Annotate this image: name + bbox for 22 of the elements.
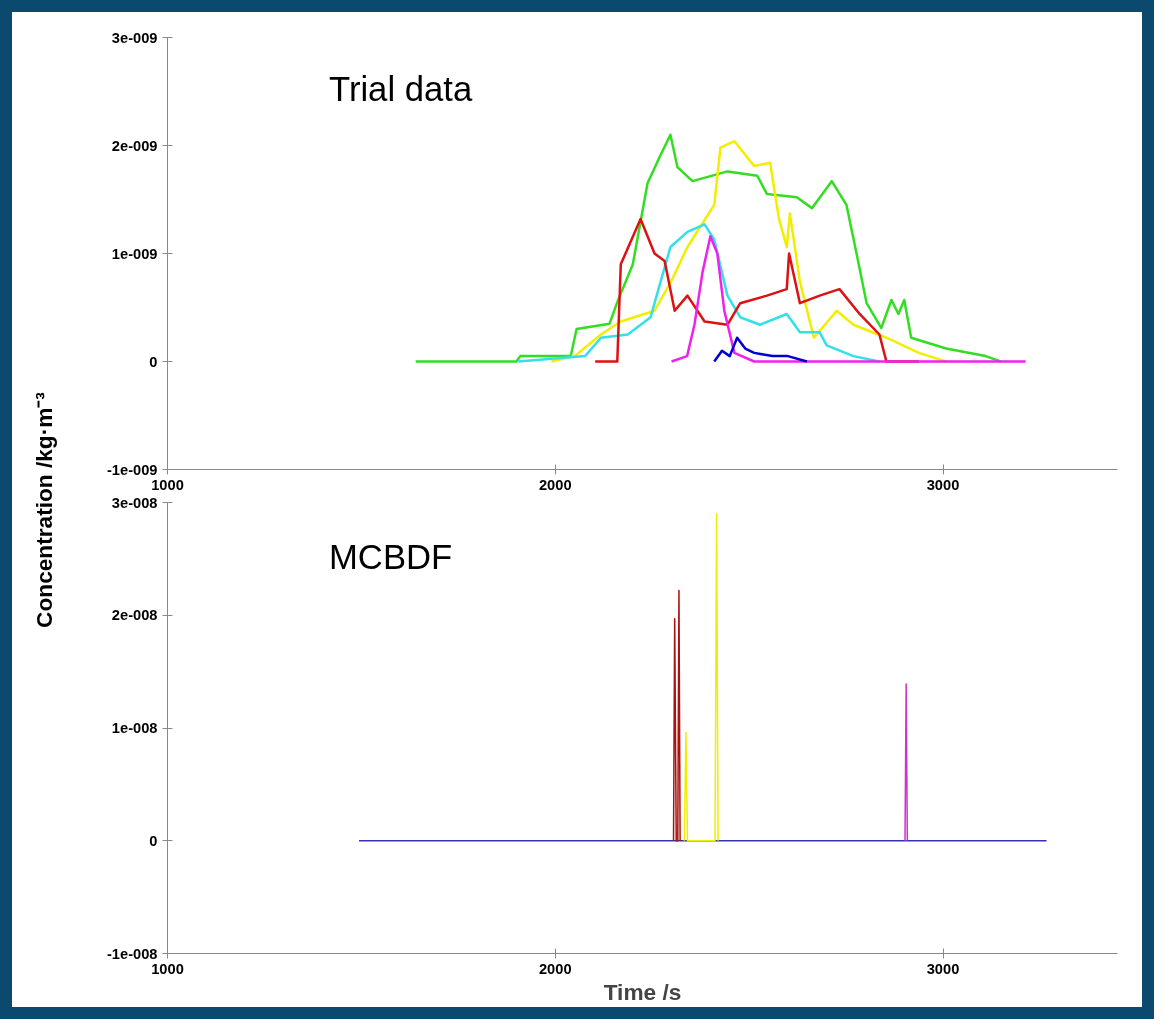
y-tick-label: 1e-009 <box>111 245 158 262</box>
x-tick-label: 3000 <box>926 960 960 977</box>
x-tick-label: 2000 <box>538 476 572 493</box>
x-tick-label: 2000 <box>538 960 572 977</box>
y-tick-label: 0 <box>149 353 158 370</box>
y-tick-label: 3e-009 <box>111 29 158 46</box>
x-axis-title: Time /s <box>603 978 682 1005</box>
y-tick-label: 2e-008 <box>111 607 158 624</box>
x-tick-label: 1000 <box>151 960 184 977</box>
y-tick-label: -1e-008 <box>106 945 158 962</box>
y-axis-title: Concentration /kg·m⁻³ <box>31 391 57 628</box>
line-series <box>670 234 1027 363</box>
text: MCBDF <box>329 537 453 576</box>
y-tick-label: 3e-008 <box>111 494 158 511</box>
text: Trial data <box>329 70 473 109</box>
x-tick-label: 3000 <box>926 476 960 493</box>
line-series <box>712 336 809 363</box>
y-tick-label: 1e-008 <box>111 720 158 736</box>
y-tick-label: 2e-009 <box>111 137 158 154</box>
y-tick-label: -1e-009 <box>106 461 158 478</box>
x-tick-label: 1000 <box>151 476 184 493</box>
y-tick-label: 0 <box>149 832 158 849</box>
